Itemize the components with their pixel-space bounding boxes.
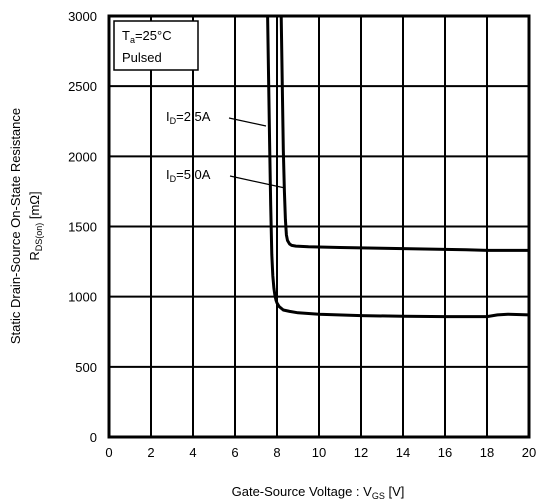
- y-tick-label: 3000: [68, 9, 97, 24]
- x-tick-label: 18: [480, 445, 494, 460]
- grid-lines: [109, 16, 529, 437]
- x-tick-label: 20: [522, 445, 536, 460]
- y-axis-label: Static Drain-Source On-State Resistance …: [8, 108, 44, 344]
- plot-frame: [107, 14, 531, 439]
- svg-text:ID=2.5A: ID=2.5A: [166, 109, 211, 126]
- series-line-id-5-0a: [279, 15, 529, 252]
- y-tick-label: 2500: [68, 79, 97, 94]
- tick-labels: 0 2 4 6 8 10 12 14 16 18 20 0 500 1000 1500 2000 2500 300…: [68, 9, 536, 460]
- y-tick-label: 1000: [68, 290, 97, 305]
- annotation-pulsed: Pulsed: [122, 50, 162, 65]
- series-curves: [266, 15, 530, 319]
- svg-text:RDS(on) [mΩ]: RDS(on) [mΩ]: [27, 191, 44, 260]
- x-tick-label: 12: [354, 445, 368, 460]
- svg-text:ID=5.0A: ID=5.0A: [166, 167, 211, 184]
- x-tick-label: 8: [273, 445, 280, 460]
- series-line-id-2-5a: [266, 15, 530, 319]
- x-tick-label: 2: [147, 445, 154, 460]
- x-tick-label: 16: [438, 445, 452, 460]
- y-tick-label: 0: [90, 430, 97, 445]
- x-tick-label: 6: [231, 445, 238, 460]
- x-tick-label: 14: [396, 445, 410, 460]
- x-axis-label: Gate-Source Voltage : VGS [V]: [232, 484, 405, 501]
- x-tick-label: 10: [312, 445, 326, 460]
- annotation-temperature: Ta=25°C: [122, 28, 172, 45]
- series-label-5-0a: ID=5.0A: [166, 167, 286, 189]
- y-tick-label: 1500: [68, 220, 97, 235]
- y-tick-label: 500: [75, 360, 97, 375]
- y-tick-label: 2000: [68, 149, 97, 164]
- annotation-box: Ta=25°C Pulsed: [113, 20, 199, 71]
- svg-text:Static Drain-Source On-State R: Static Drain-Source On-State Resistance: [8, 108, 23, 344]
- x-tick-label: 0: [105, 445, 112, 460]
- series-label-2-5a: ID=2.5A: [166, 109, 267, 127]
- x-tick-label: 4: [189, 445, 196, 460]
